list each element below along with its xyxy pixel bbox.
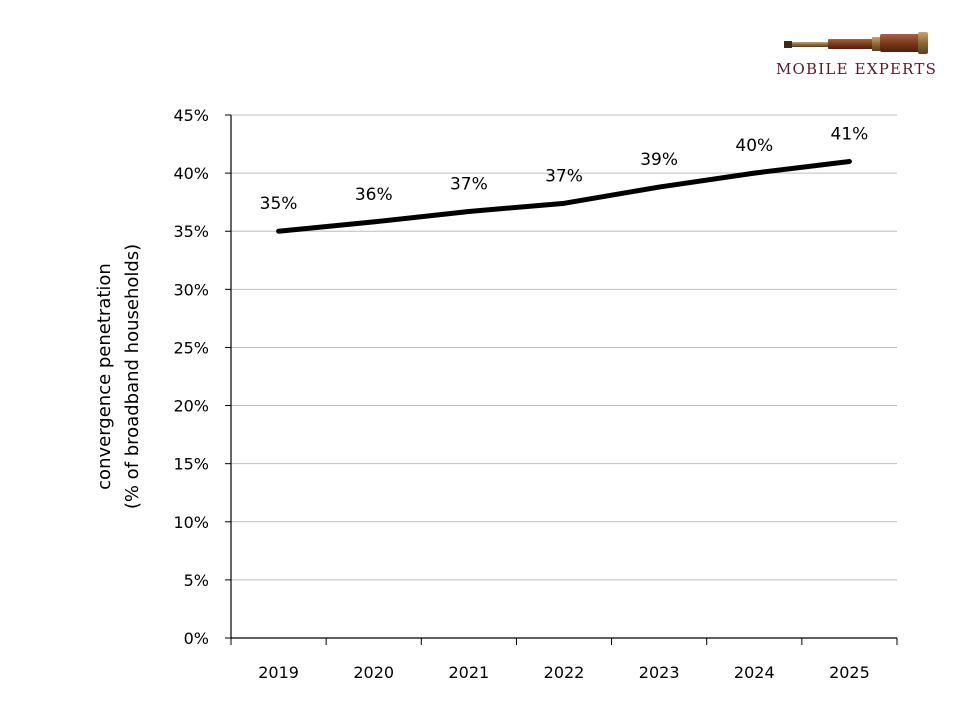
y-tick-label: 0%	[184, 629, 209, 648]
y-tick-label: 25%	[173, 338, 209, 357]
x-tick-label: 2021	[448, 663, 489, 682]
telescope-icon	[784, 32, 928, 54]
y-tick-label: 35%	[173, 222, 209, 241]
y-tick-label: 10%	[173, 513, 209, 532]
data-labels: 35% 36% 37% 37% 39% 40% 41%	[260, 124, 869, 214]
gridlines	[231, 114, 897, 581]
x-tick-label: 2022	[544, 663, 585, 682]
data-label: 40%	[735, 136, 773, 156]
y-tick-label: 30%	[173, 280, 209, 299]
data-label: 37%	[545, 166, 583, 186]
data-label: 41%	[831, 124, 869, 144]
y-axis-title-line2: (% of broadband households)	[122, 244, 143, 509]
data-label: 36%	[355, 185, 393, 205]
x-tick-label: 2024	[734, 663, 775, 682]
mobile-experts-logo: MOBILE EXPERTS	[770, 22, 950, 86]
x-tick-label: 2020	[353, 663, 394, 682]
y-tick-label: 40%	[173, 164, 209, 183]
x-tick-label: 2023	[639, 663, 680, 682]
series-line-group	[276, 158, 852, 234]
logo-text: MOBILE EXPERTS	[776, 60, 938, 78]
axes	[225, 114, 898, 645]
y-tick-label: 45%	[173, 106, 209, 125]
y-tick-label: 20%	[173, 397, 209, 416]
x-tick-label: 2025	[829, 663, 870, 682]
tick-labels: 0% 5% 10% 15% 20% 25% 30% 35% 40% 45% 2019 2020 2021…	[173, 106, 869, 682]
data-label: 39%	[640, 150, 678, 170]
data-label: 37%	[450, 174, 488, 194]
data-label: 35%	[260, 194, 298, 214]
y-axis-title-line1: convergence penetration	[94, 263, 115, 490]
y-tick-label: 5%	[184, 571, 209, 590]
x-tick-label: 2019	[258, 663, 299, 682]
y-tick-label: 15%	[173, 455, 209, 474]
